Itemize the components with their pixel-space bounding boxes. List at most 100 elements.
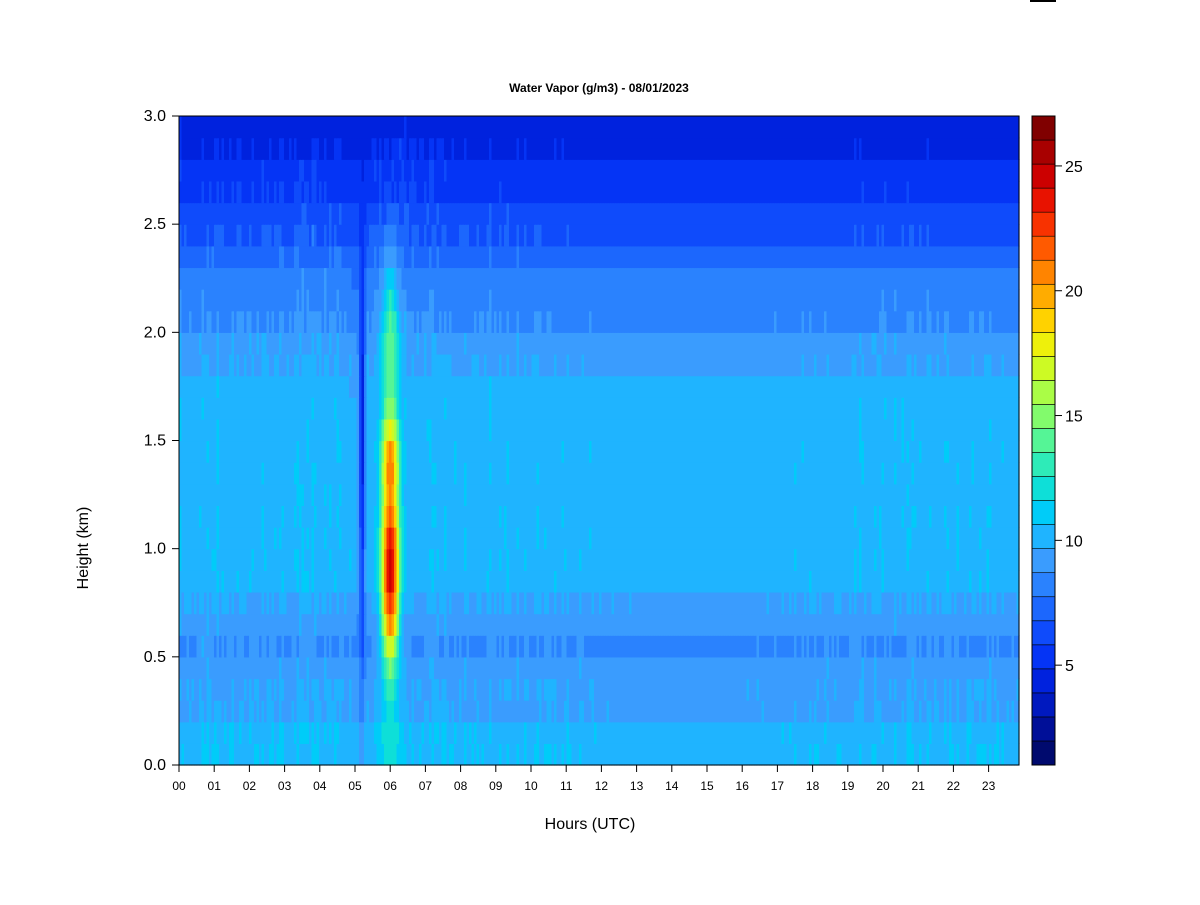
heatmap-cell <box>406 635 410 658</box>
heatmap-cell <box>994 548 998 571</box>
heatmap-cell <box>419 635 423 658</box>
heatmap-cell <box>429 483 433 506</box>
heatmap-cell <box>676 570 680 593</box>
heatmap-cell <box>644 527 648 550</box>
heatmap-cell <box>644 700 648 723</box>
heatmap-cell <box>434 548 438 571</box>
heatmap-cell <box>324 635 328 658</box>
heatmap-cell <box>961 721 965 744</box>
heatmap-cell <box>846 678 850 701</box>
heatmap-cell <box>1001 656 1005 680</box>
heatmap-cell <box>449 591 453 615</box>
heatmap-cell <box>386 483 390 506</box>
heatmap-cell <box>824 678 828 701</box>
heatmap-cell <box>566 570 570 593</box>
heatmap-cell <box>446 548 450 571</box>
heatmap-cell <box>339 591 343 615</box>
heatmap-cell <box>424 613 428 636</box>
heatmap-cell <box>374 743 378 766</box>
heatmap-cell <box>186 656 190 680</box>
heatmap-cell <box>531 505 535 528</box>
heatmap-cell <box>606 700 610 723</box>
heatmap-cell <box>334 613 338 636</box>
heatmap-cell <box>856 462 860 485</box>
heatmap-cell <box>349 483 353 506</box>
heatmap-cell <box>469 483 473 506</box>
heatmap-cell <box>811 462 815 485</box>
heatmap-cell <box>821 505 825 528</box>
heatmap-cell <box>809 548 813 571</box>
heatmap-cell <box>219 678 223 701</box>
heatmap-cell <box>861 678 865 701</box>
heatmap-cell <box>946 613 950 636</box>
heatmap-cell <box>484 570 488 593</box>
heatmap-cell <box>474 700 478 723</box>
heatmap-cell <box>899 440 903 463</box>
heatmap-cell <box>354 743 358 766</box>
heatmap-cell <box>669 613 673 636</box>
heatmap-cell <box>266 570 270 593</box>
heatmap-cell <box>179 527 183 550</box>
heatmap-cell <box>621 483 625 506</box>
heatmap-cell <box>1009 462 1013 485</box>
heatmap-cell <box>289 548 293 571</box>
heatmap-cell <box>486 700 490 723</box>
heatmap-cell <box>644 591 648 615</box>
heatmap-cell <box>211 743 215 766</box>
heatmap-cell <box>521 591 525 615</box>
heatmap-cell <box>246 613 250 636</box>
heatmap-cell <box>589 635 593 658</box>
heatmap-cell <box>604 527 608 550</box>
heatmap-cell <box>461 570 465 593</box>
heatmap-cell <box>179 483 183 506</box>
heatmap-cell <box>851 483 855 506</box>
heatmap-cell <box>249 591 253 615</box>
heatmap-cell <box>396 548 400 571</box>
heatmap-cell <box>421 678 425 701</box>
heatmap-cell <box>291 656 295 680</box>
heatmap-cell <box>674 721 678 744</box>
heatmap-cell <box>471 440 475 463</box>
heatmap-cell <box>326 505 330 528</box>
heatmap-cell <box>179 570 183 593</box>
heatmap-cell <box>879 440 883 463</box>
heatmap-cell <box>201 505 205 528</box>
heatmap-cell <box>371 570 375 593</box>
heatmap-cell <box>864 656 868 680</box>
heatmap-cell <box>924 743 928 766</box>
heatmap-cell <box>191 548 195 571</box>
heatmap-cell <box>709 613 713 636</box>
heatmap-cell <box>239 505 243 528</box>
heatmap-cell <box>786 548 790 571</box>
heatmap-cell <box>789 483 793 506</box>
heatmap-cell <box>994 721 998 744</box>
heatmap-cell <box>534 462 538 485</box>
heatmap-cell <box>279 440 283 463</box>
heatmap-cell <box>871 591 875 615</box>
heatmap-cell <box>686 462 690 485</box>
heatmap-cell <box>831 700 835 723</box>
heatmap-cell <box>691 548 695 571</box>
heatmap-cell <box>279 591 283 615</box>
heatmap-cell <box>229 678 233 701</box>
heatmap-cell <box>866 505 870 528</box>
heatmap-cell <box>974 700 978 723</box>
heatmap-cell <box>276 462 280 485</box>
heatmap-cell <box>714 527 718 550</box>
heatmap-cell <box>279 700 283 723</box>
heatmap-cell <box>201 483 205 506</box>
heatmap-cell <box>739 743 743 766</box>
heatmap-cell <box>694 440 698 463</box>
heatmap-cell <box>194 656 198 680</box>
heatmap-cell <box>456 440 460 463</box>
heatmap-cell <box>841 548 845 571</box>
heatmap-cell <box>714 700 718 723</box>
heatmap-cell <box>496 700 500 723</box>
heatmap-cell <box>261 721 265 744</box>
heatmap-cell <box>854 462 858 485</box>
heatmap-cell <box>849 700 853 723</box>
heatmap-cell <box>911 462 915 485</box>
heatmap-cell <box>379 721 383 744</box>
heatmap-cell <box>616 678 620 701</box>
heatmap-cell <box>874 721 878 744</box>
